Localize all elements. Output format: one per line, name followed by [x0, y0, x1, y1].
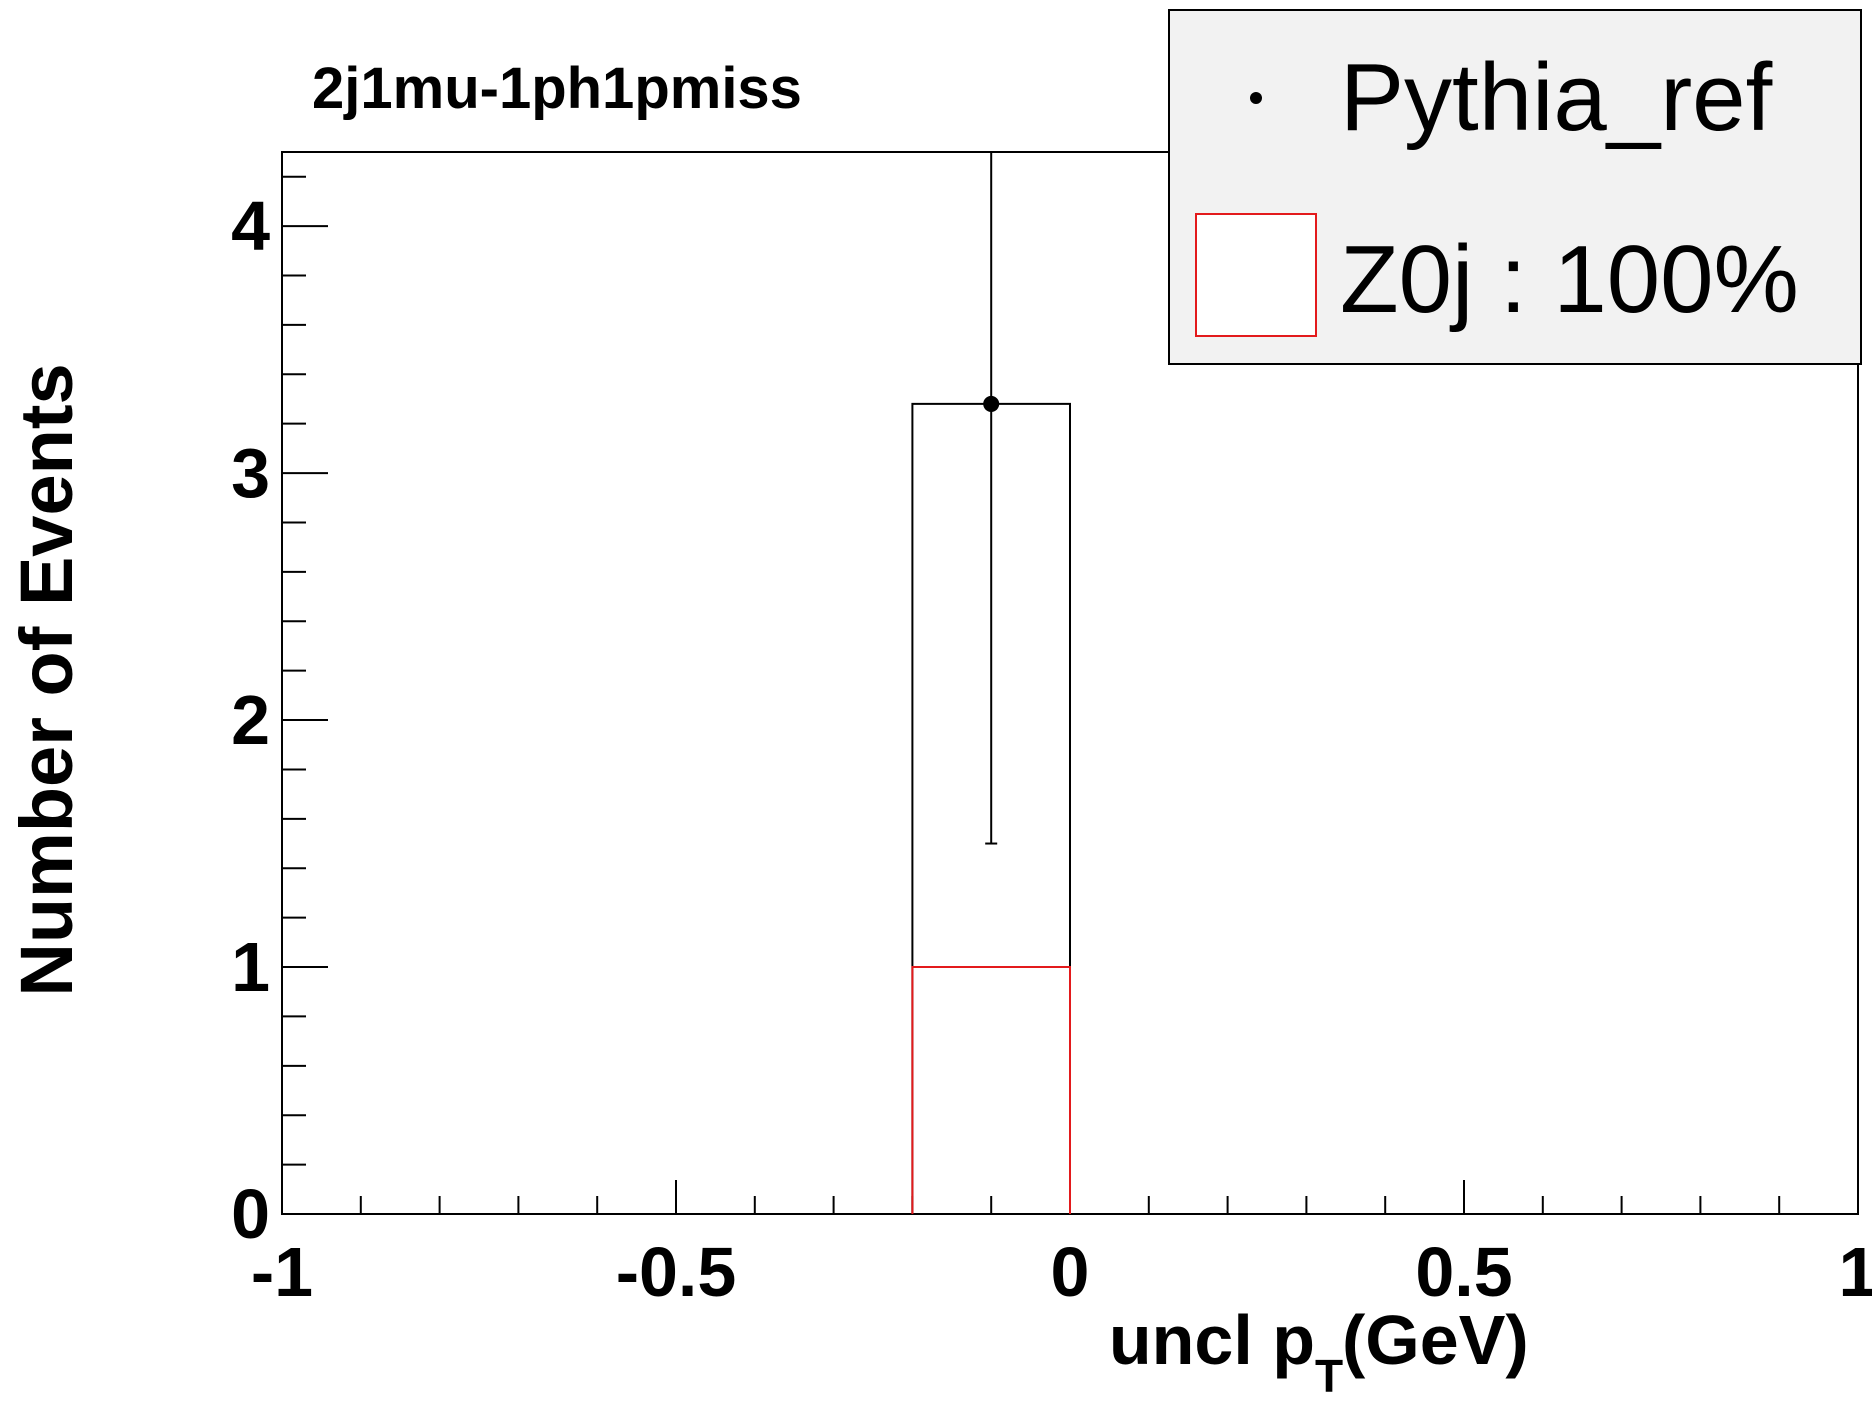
x-tick-label: 1 [1839, 1233, 1872, 1311]
chart-title: 2j1mu-1ph1pmiss [312, 56, 802, 121]
x-tick-label: 0.5 [1415, 1233, 1512, 1311]
legend-marker-point [1250, 92, 1262, 104]
legend-label-z0j: Z0j : 100% [1340, 226, 1799, 333]
x-axis-label: uncl p T (GeV) [1109, 1301, 1529, 1402]
legend: Pythia_ref Z0j : 100% [1168, 9, 1862, 365]
x-axis-label-main: uncl p [1109, 1301, 1315, 1379]
legend-label-pythia: Pythia_ref [1340, 44, 1773, 151]
y-tick-label: 3 [231, 434, 270, 512]
y-axis-ticks: 0 1 2 3 4 [231, 175, 328, 1253]
y-tick-label: 0 [231, 1175, 270, 1253]
x-axis-ticks: -1 -0.5 0 0.5 1 [251, 1180, 1872, 1311]
pythia-ref-data-point [983, 395, 1000, 412]
x-tick-label: -0.5 [616, 1233, 737, 1311]
x-axis-label-unit: (GeV) [1342, 1301, 1529, 1379]
x-tick-label: 0 [1051, 1233, 1090, 1311]
x-tick-label: -1 [251, 1233, 313, 1311]
y-tick-label: 1 [231, 928, 270, 1006]
y-tick-label: 2 [231, 681, 270, 759]
y-tick-label: 4 [231, 187, 270, 265]
y-axis-label: Number of Events [5, 363, 88, 996]
z0j-histogram-bar [911, 966, 1071, 1214]
legend-marker-box [1195, 213, 1317, 337]
data-marks [911, 152, 1071, 1214]
x-axis-label-sub: T [1315, 1350, 1343, 1402]
